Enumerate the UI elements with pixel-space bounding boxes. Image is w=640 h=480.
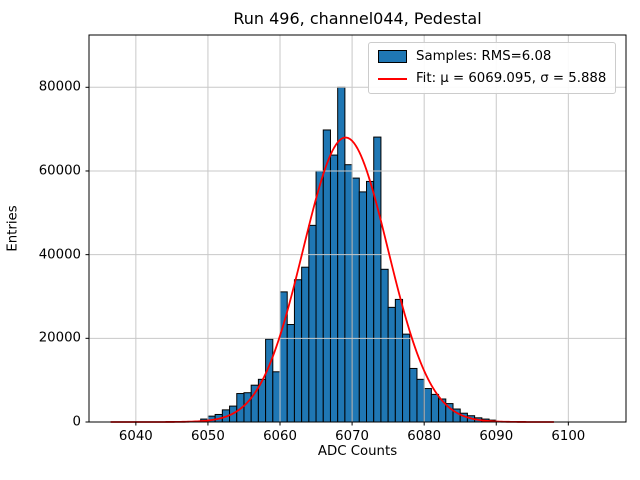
x-axis-label: ADC Counts <box>317 444 398 459</box>
histogram-bar <box>265 338 274 423</box>
histogram-bar <box>279 291 288 423</box>
y-tick-label: 0 <box>72 414 81 430</box>
histogram-bar <box>243 392 252 423</box>
histogram-bar <box>423 388 432 423</box>
y-axis-label: Entries <box>5 205 21 252</box>
histogram-bar <box>293 279 303 423</box>
histogram-bar <box>416 378 425 423</box>
y-tick-label: 40000 <box>38 247 81 263</box>
histogram-bar <box>315 170 324 423</box>
histogram-bar <box>373 136 382 423</box>
x-tick-label: 6090 <box>479 428 514 444</box>
x-tick-label: 6070 <box>335 428 370 444</box>
y-tick-label: 80000 <box>38 79 81 95</box>
histogram-bar <box>402 333 411 423</box>
x-tick-label: 6080 <box>407 428 442 444</box>
legend-entry-samples: Samples: RMS=6.08 <box>378 50 606 63</box>
histogram-bar <box>409 367 418 423</box>
x-tick-label: 6100 <box>551 428 586 444</box>
legend-fit-label: Fit: μ = 6069.095, σ = 5.888 <box>416 71 607 87</box>
histogram-bar <box>366 180 375 423</box>
legend-box: Samples: RMS=6.08 Fit: μ = 6069.095, σ =… <box>368 42 617 94</box>
histogram-bar <box>351 177 360 423</box>
histogram-bar <box>394 298 404 423</box>
histogram-bar <box>358 191 368 423</box>
chart-title: Run 496, channel044, Pedestal <box>233 9 482 28</box>
histogram-bar <box>329 154 339 423</box>
histogram-bar <box>286 324 295 423</box>
histogram-bar <box>430 393 440 423</box>
histogram-bar <box>344 164 353 423</box>
histogram-bar <box>380 268 389 423</box>
x-tick-label: 6060 <box>263 428 297 444</box>
legend-samples-label: Samples: RMS=6.08 <box>416 49 552 64</box>
histogram-bar <box>301 266 310 423</box>
y-tick-label: 20000 <box>38 330 81 346</box>
samples-swatch-icon <box>378 50 407 64</box>
fit-line-swatch-icon <box>378 77 407 80</box>
legend-entry-fit: Fit: μ = 6069.095, σ = 5.888 <box>378 71 607 87</box>
histogram-bar <box>272 371 281 423</box>
x-tick-label: 6050 <box>191 428 225 444</box>
histogram-bar <box>387 306 396 423</box>
axes-frame <box>88 34 627 423</box>
x-tick-label: 6040 <box>118 428 153 444</box>
y-tick-label: 60000 <box>38 163 81 179</box>
